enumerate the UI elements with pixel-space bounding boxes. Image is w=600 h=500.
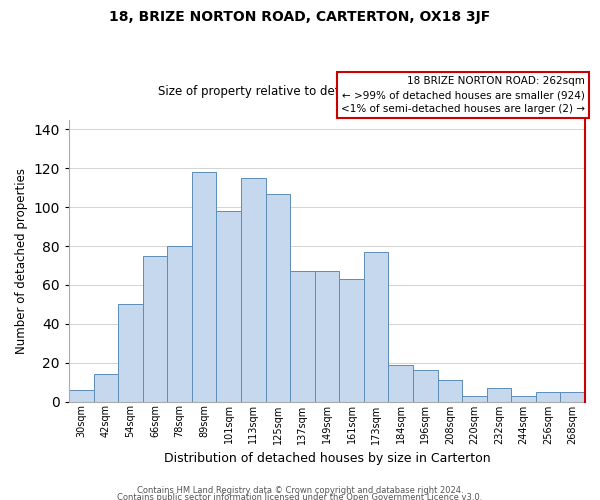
Bar xyxy=(241,178,266,402)
Text: Contains public sector information licensed under the Open Government Licence v3: Contains public sector information licen… xyxy=(118,494,482,500)
Bar xyxy=(94,374,118,402)
Bar xyxy=(339,279,364,402)
Bar xyxy=(314,272,339,402)
Text: Contains HM Land Registry data © Crown copyright and database right 2024.: Contains HM Land Registry data © Crown c… xyxy=(137,486,463,495)
Bar xyxy=(487,388,511,402)
Bar xyxy=(437,380,462,402)
Bar xyxy=(143,256,167,402)
Bar xyxy=(167,246,192,402)
Bar xyxy=(217,211,241,402)
Bar xyxy=(364,252,388,402)
Bar xyxy=(560,392,585,402)
Bar xyxy=(290,272,314,402)
Bar xyxy=(69,390,94,402)
Bar xyxy=(413,370,437,402)
Y-axis label: Number of detached properties: Number of detached properties xyxy=(15,168,28,354)
Bar xyxy=(462,396,487,402)
Text: 18, BRIZE NORTON ROAD, CARTERTON, OX18 3JF: 18, BRIZE NORTON ROAD, CARTERTON, OX18 3… xyxy=(109,10,491,24)
Bar xyxy=(511,396,536,402)
Bar xyxy=(266,194,290,402)
Bar xyxy=(388,364,413,402)
X-axis label: Distribution of detached houses by size in Carterton: Distribution of detached houses by size … xyxy=(164,452,490,465)
Title: Size of property relative to detached houses in Carterton: Size of property relative to detached ho… xyxy=(158,84,496,98)
Text: 18 BRIZE NORTON ROAD: 262sqm
← >99% of detached houses are smaller (924)
<1% of : 18 BRIZE NORTON ROAD: 262sqm ← >99% of d… xyxy=(341,76,585,114)
Bar xyxy=(118,304,143,402)
Bar xyxy=(192,172,217,402)
Bar xyxy=(536,392,560,402)
